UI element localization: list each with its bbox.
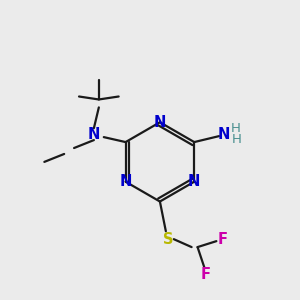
- Text: F: F: [200, 267, 211, 282]
- Text: N: N: [188, 174, 200, 189]
- Text: N: N: [154, 115, 166, 130]
- Text: N: N: [218, 127, 230, 142]
- Text: H: H: [231, 122, 241, 135]
- Text: F: F: [217, 232, 227, 247]
- Text: H: H: [232, 133, 242, 146]
- Text: N: N: [88, 127, 100, 142]
- Text: S: S: [163, 232, 173, 247]
- Text: N: N: [119, 174, 132, 189]
